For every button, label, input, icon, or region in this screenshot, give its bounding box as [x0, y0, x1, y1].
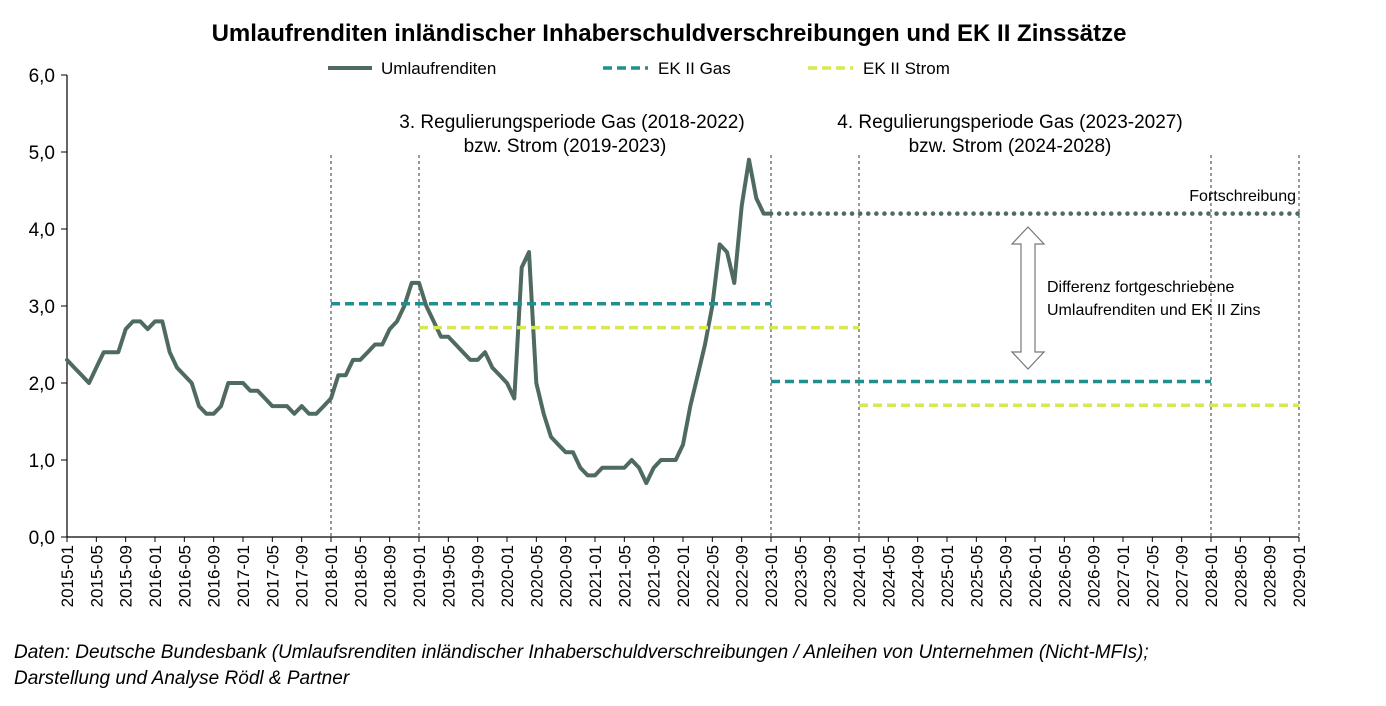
y-tick-label: 1,0: [29, 451, 55, 472]
x-tick-label: 2018-05: [351, 545, 370, 607]
x-tick-label: 2016-05: [175, 545, 194, 607]
y-tick-label: 3,0: [29, 297, 55, 318]
legend-item-ek-ii-gas: EK II Gas: [603, 59, 731, 78]
x-tick-label: 2025-01: [938, 545, 957, 607]
x-tick-label: 2017-01: [234, 545, 253, 607]
x-tick-label: 2015-05: [87, 545, 106, 607]
y-tick-label: 4,0: [29, 220, 55, 241]
x-tick-label: 2020-05: [527, 545, 546, 607]
legend: Umlaufrenditen EK II Gas EK II Strom: [328, 59, 950, 78]
x-tick-label: 2024-01: [850, 545, 869, 607]
x-tick-label: 2021-09: [645, 545, 664, 607]
x-tick-label: 2024-09: [909, 545, 928, 607]
x-tick-label: 2021-01: [586, 545, 605, 607]
difference-double-arrow-icon: [1010, 226, 1046, 370]
x-tick-label: 2018-09: [381, 545, 400, 607]
period3-label-line2: bzw. Strom (2019-2023): [464, 136, 667, 157]
x-tick-label: 2022-01: [674, 545, 693, 607]
legend-item-ek-ii-strom: EK II Strom: [808, 59, 950, 78]
y-tick-label: 6,0: [29, 66, 55, 87]
x-tick-label: 2027-05: [1143, 545, 1162, 607]
source-line-1: Daten: Deutsche Bundesbank (Umlaufsrendi…: [14, 642, 1149, 663]
x-tick-label: 2023-09: [821, 545, 840, 607]
x-tick-label: 2023-05: [791, 545, 810, 607]
x-tick-label: 2022-05: [703, 545, 722, 607]
source-line-2: Darstellung und Analyse Rödl & Partner: [14, 668, 350, 689]
x-tick-label: 2025-05: [967, 545, 986, 607]
y-tick-label: 5,0: [29, 143, 55, 164]
source-note: Daten: Deutsche Bundesbank (Umlaufsrendi…: [14, 640, 1149, 692]
x-tick-label: 2021-05: [615, 545, 634, 607]
x-tick-label: 2019-05: [439, 545, 458, 607]
x-tick-label: 2016-09: [205, 545, 224, 607]
x-tick-label: 2025-09: [997, 545, 1016, 607]
x-tick-label: 2023-01: [762, 545, 781, 607]
legend-label-ek-ii-gas: EK II Gas: [658, 59, 731, 78]
x-tick-label: 2028-05: [1231, 545, 1250, 607]
y-tick-label: 2,0: [29, 374, 55, 395]
x-tick-label: 2028-01: [1202, 545, 1221, 607]
x-tick-label: 2020-01: [498, 545, 517, 607]
legend-label-ek-ii-strom: EK II Strom: [863, 59, 950, 78]
x-tick-label: 2029-01: [1290, 545, 1309, 607]
y-tick-label: 0,0: [29, 528, 55, 549]
period3-label-line1: 3. Regulierungsperiode Gas (2018-2022): [399, 112, 744, 133]
x-tick-label: 2024-05: [879, 545, 898, 607]
x-tick-label: 2027-01: [1114, 545, 1133, 607]
x-tick-label: 2015-01: [58, 545, 77, 607]
x-tick-label: 2017-09: [293, 545, 312, 607]
differenz-label-line1: Differenz fortgeschriebene: [1047, 279, 1234, 296]
x-tick-label: 2019-09: [469, 545, 488, 607]
differenz-label-line2: Umlaufrenditen und EK II Zins: [1047, 302, 1260, 319]
x-tick-label: 2028-09: [1261, 545, 1280, 607]
x-tick-label: 2017-05: [263, 545, 282, 607]
x-tick-label: 2019-01: [410, 545, 429, 607]
x-tick-label: 2026-09: [1085, 545, 1104, 607]
fortschreibung-label: Fortschreibung: [1189, 188, 1296, 205]
chart-title: Umlaufrenditen inländischer Inhaberschul…: [212, 20, 1127, 47]
legend-item-umlaufrenditen: Umlaufrenditen: [328, 59, 496, 78]
chart-canvas: Umlaufrenditen inländischer Inhaberschul…: [29, 20, 1309, 607]
x-tick-label: 2016-01: [146, 545, 165, 607]
period4-label-line1: 4. Regulierungsperiode Gas (2023-2027): [837, 112, 1182, 133]
x-tick-label: 2015-09: [117, 545, 136, 607]
legend-label-umlaufrenditen: Umlaufrenditen: [381, 59, 496, 78]
plot-area: 0,0 1,0 2,0 3,0 4,0 5,0 6,0 2015-01 2015-05 2015-…: [29, 66, 1309, 607]
x-tick-label: 2020-09: [557, 545, 576, 607]
x-tick-label: 2026-01: [1026, 545, 1045, 607]
x-tick-label: 2027-09: [1173, 545, 1192, 607]
x-tick-label: 2026-05: [1055, 545, 1074, 607]
x-tick-label: 2022-09: [733, 545, 752, 607]
period4-label-line2: bzw. Strom (2024-2028): [909, 136, 1112, 157]
x-tick-label: 2018-01: [322, 545, 341, 607]
series-line-umlaufrenditen: [65, 157, 773, 486]
annotations: 3. Regulierungsperiode Gas (2018-2022) b…: [399, 112, 1296, 370]
